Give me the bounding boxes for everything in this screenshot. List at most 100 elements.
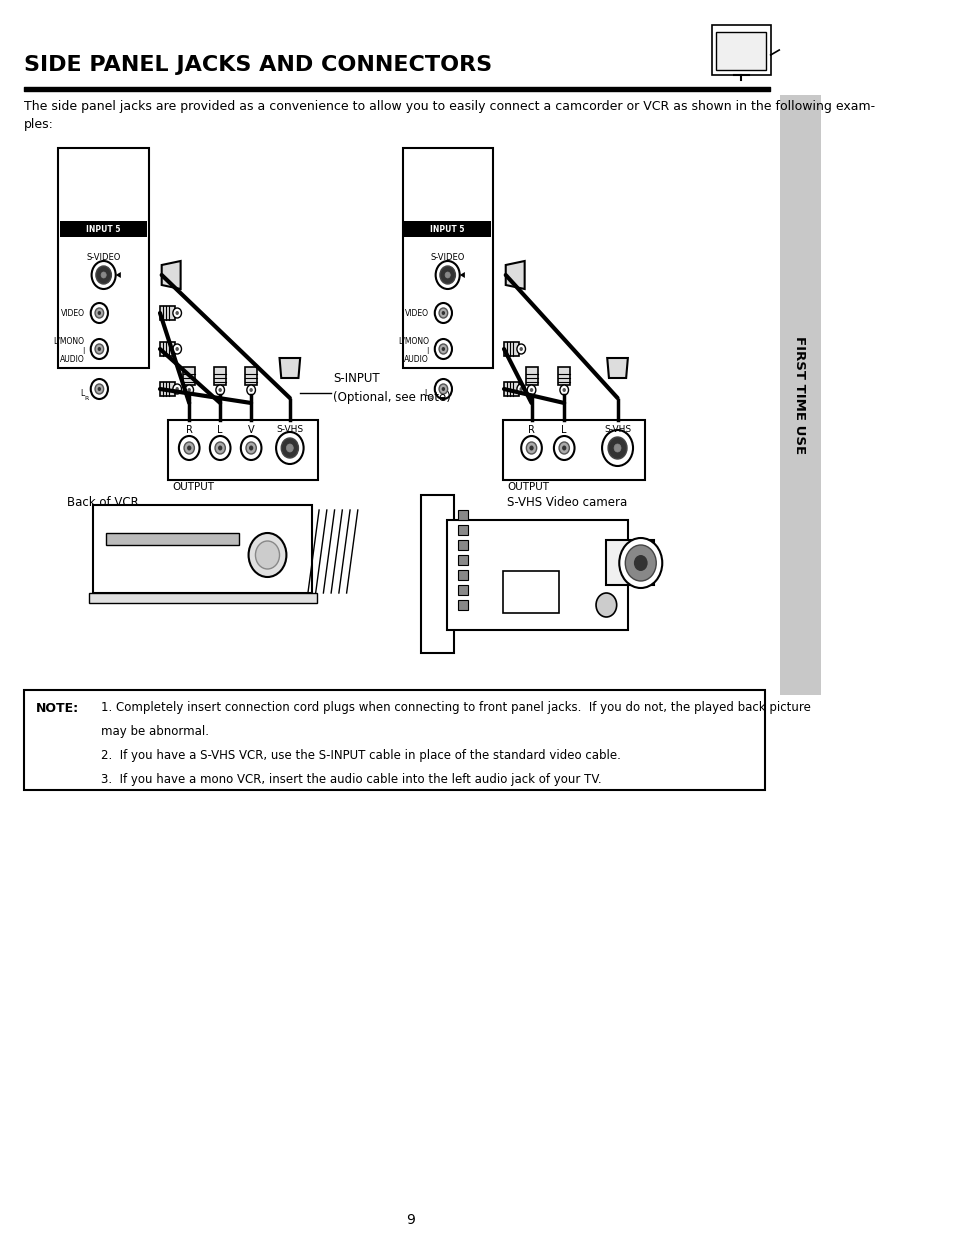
Text: OUTPUT: OUTPUT xyxy=(172,482,213,492)
Circle shape xyxy=(529,388,533,391)
Circle shape xyxy=(558,442,569,454)
Polygon shape xyxy=(505,261,524,289)
Circle shape xyxy=(562,388,565,391)
Text: S-VHS Video camera: S-VHS Video camera xyxy=(507,496,627,509)
Text: L/MONO: L/MONO xyxy=(397,336,428,346)
Bar xyxy=(106,534,239,545)
Circle shape xyxy=(607,437,626,459)
Circle shape xyxy=(91,338,108,359)
Circle shape xyxy=(435,303,452,324)
Text: The side panel jacks are provided as a convenience to allow you to easily connec: The side panel jacks are provided as a c… xyxy=(24,100,874,131)
Text: VIDEO: VIDEO xyxy=(61,309,85,317)
Bar xyxy=(58,148,149,368)
Text: 3.  If you have a mono VCR, insert the audio cable into the left audio jack of y: 3. If you have a mono VCR, insert the au… xyxy=(101,773,601,787)
Bar xyxy=(160,382,175,396)
Circle shape xyxy=(218,388,222,391)
Polygon shape xyxy=(279,358,300,378)
Circle shape xyxy=(561,446,566,451)
Circle shape xyxy=(286,445,293,452)
Circle shape xyxy=(246,442,256,454)
Text: AUDIO: AUDIO xyxy=(60,354,85,363)
Circle shape xyxy=(439,266,455,284)
Text: S-VIDEO: S-VIDEO xyxy=(87,253,121,262)
Circle shape xyxy=(596,593,616,618)
Text: S-VHS: S-VHS xyxy=(603,426,631,435)
Circle shape xyxy=(249,388,253,391)
Bar xyxy=(457,510,467,520)
Circle shape xyxy=(517,384,525,394)
Bar xyxy=(503,382,519,396)
Circle shape xyxy=(95,308,104,317)
Circle shape xyxy=(95,345,104,354)
Circle shape xyxy=(519,347,522,351)
Bar xyxy=(780,95,820,695)
Text: S-INPUT
(Optional, see note): S-INPUT (Optional, see note) xyxy=(333,372,450,404)
Bar xyxy=(447,520,627,630)
Circle shape xyxy=(529,446,533,451)
Bar xyxy=(716,32,765,70)
Bar xyxy=(160,342,175,356)
Text: L: L xyxy=(561,425,566,435)
Text: S-VHS: S-VHS xyxy=(276,426,303,435)
Polygon shape xyxy=(459,272,464,278)
Circle shape xyxy=(97,347,101,351)
Text: NOTE:: NOTE: xyxy=(36,701,79,715)
Circle shape xyxy=(175,311,179,315)
Circle shape xyxy=(185,385,193,395)
Text: 1. Completely insert connection cord plugs when connecting to front panel jacks.: 1. Completely insert connection cord plu… xyxy=(101,701,810,715)
Text: INPUT 5: INPUT 5 xyxy=(87,225,121,233)
Circle shape xyxy=(281,438,298,458)
Bar xyxy=(457,585,467,595)
Circle shape xyxy=(559,385,568,395)
Bar xyxy=(245,367,257,385)
Circle shape xyxy=(187,446,192,451)
Bar xyxy=(457,540,467,550)
Circle shape xyxy=(218,446,222,451)
Bar xyxy=(160,306,175,320)
Text: SIDE PANEL JACKS AND CONNECTORS: SIDE PANEL JACKS AND CONNECTORS xyxy=(24,56,492,75)
Bar xyxy=(502,420,644,480)
Circle shape xyxy=(175,347,179,351)
Circle shape xyxy=(101,272,106,278)
Bar xyxy=(711,25,770,75)
Bar xyxy=(183,367,195,385)
Circle shape xyxy=(91,379,108,399)
Bar xyxy=(168,420,318,480)
Circle shape xyxy=(614,445,620,452)
Text: R: R xyxy=(428,395,432,400)
Polygon shape xyxy=(607,358,627,378)
Circle shape xyxy=(554,436,574,459)
Bar xyxy=(457,555,467,564)
Bar xyxy=(457,525,467,535)
Text: L: L xyxy=(80,389,85,398)
Text: INPUT 5: INPUT 5 xyxy=(430,225,464,233)
Circle shape xyxy=(214,442,225,454)
Text: L: L xyxy=(217,425,223,435)
Bar xyxy=(92,505,312,593)
Text: VIDEO: VIDEO xyxy=(404,309,428,317)
Circle shape xyxy=(601,430,633,466)
Bar xyxy=(503,342,519,356)
Circle shape xyxy=(527,385,536,395)
Circle shape xyxy=(275,432,303,464)
Bar xyxy=(457,600,467,610)
Text: Back of VCR: Back of VCR xyxy=(67,496,139,509)
Circle shape xyxy=(618,538,661,588)
Circle shape xyxy=(526,442,537,454)
Bar xyxy=(525,367,537,385)
Circle shape xyxy=(438,308,447,317)
Circle shape xyxy=(520,436,541,459)
Circle shape xyxy=(517,345,525,354)
Circle shape xyxy=(175,387,179,391)
Text: 2.  If you have a S-VHS VCR, use the S-INPUT cable in place of the standard vide: 2. If you have a S-VHS VCR, use the S-IN… xyxy=(101,750,620,762)
Text: R: R xyxy=(528,425,535,435)
Bar xyxy=(457,571,467,580)
Bar xyxy=(558,367,570,385)
Text: may be abnormal.: may be abnormal. xyxy=(101,725,210,739)
Text: OUTPUT: OUTPUT xyxy=(507,482,549,492)
Circle shape xyxy=(249,534,286,577)
Bar xyxy=(421,495,454,653)
Polygon shape xyxy=(161,261,180,289)
Bar xyxy=(24,690,764,790)
Circle shape xyxy=(435,379,452,399)
